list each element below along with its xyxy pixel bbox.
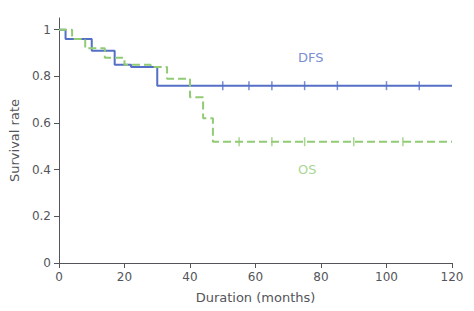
svg-text:0: 0: [43, 256, 51, 270]
svg-text:0.4: 0.4: [32, 163, 51, 177]
svg-text:40: 40: [182, 270, 197, 284]
svg-text:Duration (months): Duration (months): [196, 290, 316, 305]
svg-text:20: 20: [117, 270, 132, 284]
svg-text:100: 100: [375, 270, 398, 284]
svg-text:1: 1: [43, 23, 51, 37]
svg-text:120: 120: [441, 270, 464, 284]
svg-text:OS: OS: [298, 162, 316, 177]
svg-text:60: 60: [248, 270, 263, 284]
svg-text:DFS: DFS: [298, 50, 324, 65]
svg-text:80: 80: [313, 270, 328, 284]
svg-text:0.6: 0.6: [32, 116, 51, 130]
svg-text:0.2: 0.2: [32, 209, 51, 223]
svg-text:0.8: 0.8: [32, 69, 51, 83]
svg-text:Survival rate: Survival rate: [7, 99, 22, 182]
svg-text:0: 0: [55, 270, 63, 284]
